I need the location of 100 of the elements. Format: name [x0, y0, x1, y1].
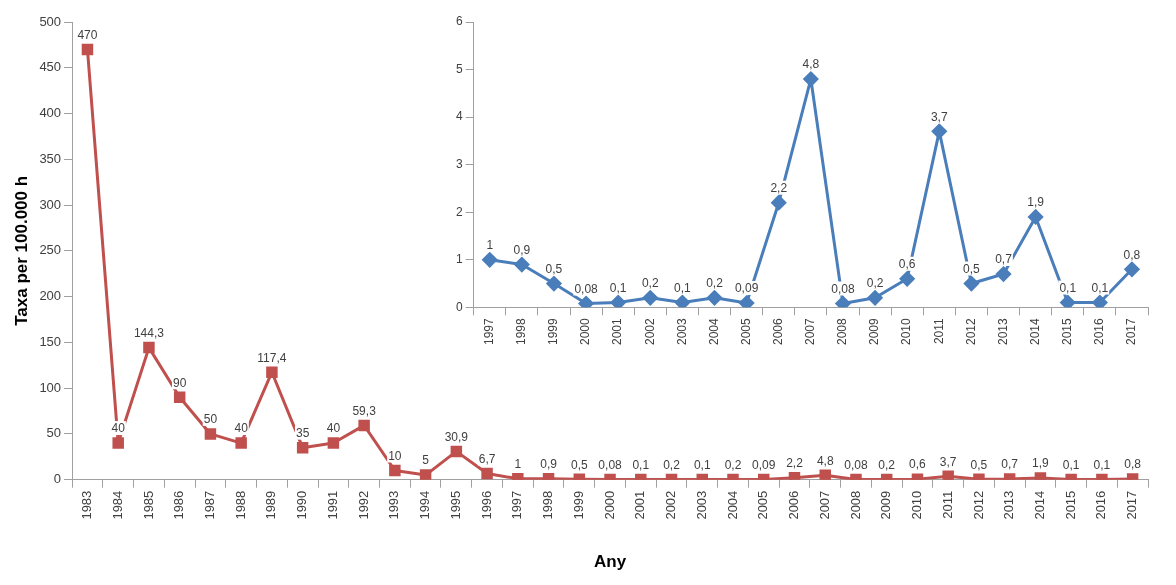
data-label: 0,2: [866, 276, 884, 291]
x-tick-label: 2007: [803, 317, 818, 346]
data-label: 0,09: [752, 457, 776, 472]
x-tick-label: 1996: [478, 490, 494, 520]
data-label: 4,8: [802, 57, 820, 72]
data-label: 1: [486, 238, 494, 253]
x-tick-label: 1995: [447, 490, 463, 520]
point: [514, 257, 530, 273]
x-tick-label: 2016: [1092, 317, 1107, 346]
y-tick-label: 5: [455, 61, 463, 76]
x-tick-label: 1997: [482, 317, 497, 346]
data-label: 40: [326, 421, 341, 436]
y-tick-label: 50: [46, 425, 62, 441]
point: [610, 295, 626, 308]
data-label: 0,9: [540, 457, 558, 472]
point: [835, 296, 851, 308]
point: [963, 276, 979, 292]
x-tick-label: 1998: [514, 317, 529, 346]
data-label: 0,8: [1123, 247, 1141, 262]
y-tick-label: 1: [455, 252, 463, 267]
y-tick-label: 350: [39, 150, 62, 166]
x-tick-label: 2012: [970, 490, 986, 520]
y-tick-label: 150: [39, 333, 62, 349]
x-tick-label: 2003: [674, 317, 689, 346]
x-tick-label: 2015: [1060, 317, 1075, 346]
data-label: 35: [295, 425, 310, 440]
data-label: 40: [234, 421, 249, 436]
x-tick-label: 2010: [899, 317, 914, 346]
x-tick-label: 2008: [847, 490, 863, 520]
x-tick-label: 1991: [324, 490, 340, 520]
x-tick-label: 2015: [1062, 490, 1078, 520]
point: [996, 266, 1011, 282]
x-tick-label: 1988: [232, 490, 248, 520]
point: [931, 123, 947, 139]
data-label: 40: [111, 421, 126, 436]
data-label: 2,2: [770, 181, 788, 196]
data-label: 4,8: [816, 453, 834, 468]
y-tick-label: 0: [455, 299, 463, 314]
x-tick-label: 2017: [1124, 317, 1139, 346]
y-tick-label: 0: [53, 471, 62, 487]
point: [739, 295, 755, 308]
data-label: 0,5: [545, 261, 563, 276]
y-tick-label: 3: [455, 156, 463, 171]
x-tick-label: 2004: [724, 490, 740, 520]
x-tick-label: 2013: [995, 317, 1010, 346]
x-tick-label: 1983: [79, 490, 95, 520]
data-label: 0,5: [970, 457, 988, 472]
x-tick-label: 2014: [1027, 317, 1042, 346]
point: [771, 195, 787, 211]
x-tick-label: 2002: [663, 490, 679, 520]
point: [1060, 295, 1076, 308]
x-tick-label: 2001: [610, 317, 625, 346]
data-label: 0,08: [598, 457, 623, 472]
y-tick-label: 6: [455, 14, 463, 29]
y-tick-label: 300: [39, 196, 62, 212]
x-tick-label: 2011: [931, 317, 946, 345]
y-tick-label: 250: [39, 242, 62, 258]
x-tick-label: 2000: [601, 490, 617, 520]
data-label: 117,4: [257, 350, 287, 365]
data-label: 0,9: [513, 242, 531, 257]
x-tick-label: 2008: [835, 317, 850, 346]
x-tick-label: 2005: [755, 490, 771, 520]
x-tick-label: 2016: [1093, 490, 1109, 520]
x-axis-title: Any: [593, 552, 627, 572]
data-label: 3,7: [930, 109, 948, 124]
data-label: 1,9: [1032, 456, 1050, 471]
point: [1028, 209, 1044, 225]
y-tick-label: 400: [39, 105, 62, 121]
x-tick-label: 2004: [706, 317, 721, 346]
point: [482, 252, 498, 268]
data-label: 0,1: [1093, 457, 1111, 472]
point: [803, 71, 819, 87]
x-tick-label: 2007: [816, 490, 832, 520]
x-tick-label: 2001: [632, 490, 648, 520]
data-label: 0,7: [1001, 457, 1019, 472]
data-label: 2,2: [786, 455, 804, 470]
y-tick-label: 4: [455, 109, 463, 124]
data-label: 0,2: [641, 276, 659, 291]
x-tick-label: 2009: [867, 317, 882, 346]
x-tick-label: 1985: [140, 490, 156, 520]
y-tick-label: 100: [39, 379, 62, 395]
point: [1124, 261, 1140, 277]
x-tick-label: 1992: [355, 490, 371, 520]
data-label: 0,2: [706, 276, 724, 291]
x-tick-label: 1994: [417, 490, 433, 520]
x-tick-label: 1998: [540, 490, 556, 520]
x-tick-label: 2009: [878, 490, 894, 520]
x-tick-label: 2010: [909, 490, 925, 520]
y-tick-label: 200: [39, 288, 62, 304]
data-label: 470: [77, 27, 98, 42]
data-label: 10: [388, 448, 402, 463]
x-tick-label: 1986: [171, 490, 187, 520]
x-tick-label: 2003: [693, 490, 709, 520]
data-label: 59,3: [352, 403, 377, 418]
data-label: 0,09: [734, 281, 759, 296]
point: [578, 296, 594, 308]
x-tick-label: 1984: [109, 490, 125, 520]
data-label: 0,1: [674, 280, 692, 295]
data-label: 0,08: [831, 281, 855, 296]
data-label: 0,1: [609, 280, 627, 295]
